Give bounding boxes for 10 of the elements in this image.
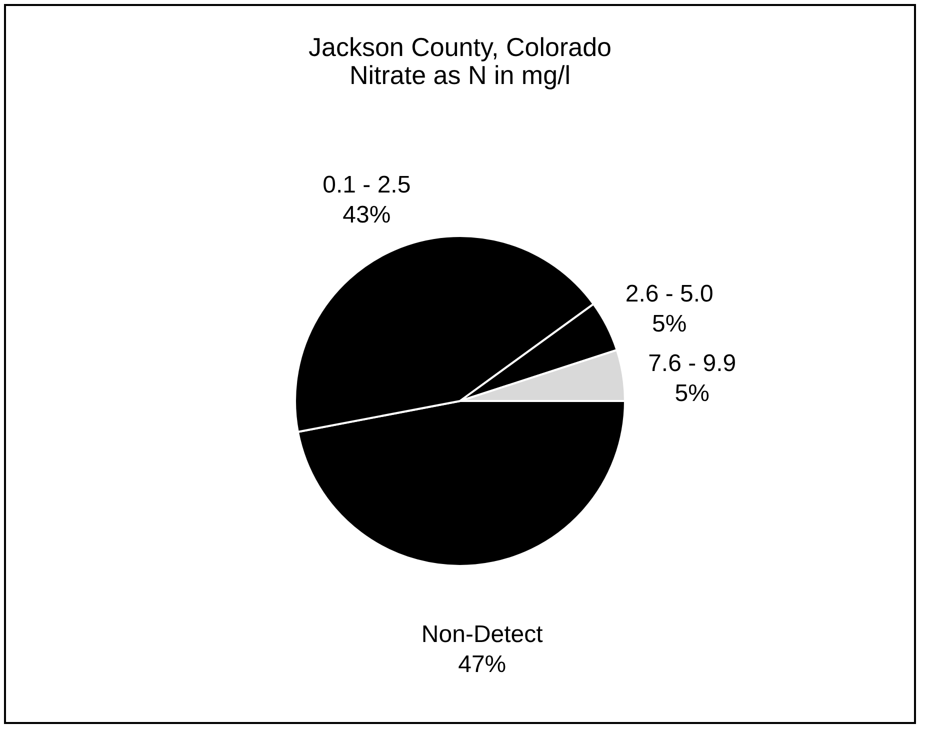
data-label: 43% — [342, 201, 391, 228]
data-label: 5% — [674, 380, 710, 408]
slice-label: 2.6 - 5.0 — [625, 280, 714, 308]
data-label: 47% — [458, 650, 506, 678]
slice-label: 7.6 - 9.9 — [648, 350, 736, 378]
data-label: 5% — [652, 310, 687, 338]
slice-label: Non-Detect — [421, 620, 544, 648]
slice-label: 0.1 - 2.5 — [322, 171, 411, 198]
text: Jackson County, Colorado — [308, 32, 612, 62]
text: Nitrate as N in mg/l — [349, 60, 571, 90]
